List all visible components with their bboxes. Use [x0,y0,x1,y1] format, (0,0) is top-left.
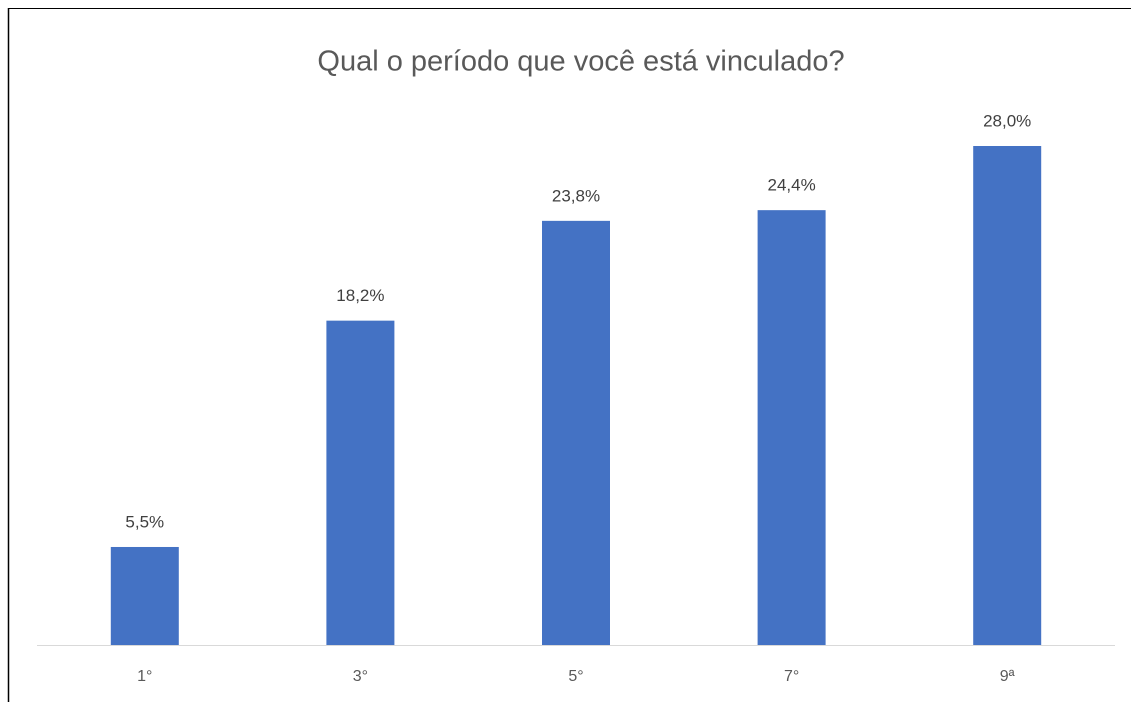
x-tick-label: 9ª [1000,668,1015,685]
bar [542,220,610,645]
value-label: 23,8% [552,186,600,205]
x-tick-label: 1° [137,668,152,685]
value-label: 24,4% [767,176,815,195]
value-label: 28,0% [983,111,1031,130]
x-tick-label: 5° [568,668,583,685]
bar [757,210,826,645]
bar [110,546,179,645]
bar [326,320,395,645]
value-label: 5,5% [125,512,164,531]
bar [973,146,1042,645]
value-label: 18,2% [336,286,384,305]
chart-title: Qual o período que você está vinculado? [317,46,844,78]
x-tick-label: 7° [784,668,799,685]
x-tick-label: 3° [353,668,368,685]
